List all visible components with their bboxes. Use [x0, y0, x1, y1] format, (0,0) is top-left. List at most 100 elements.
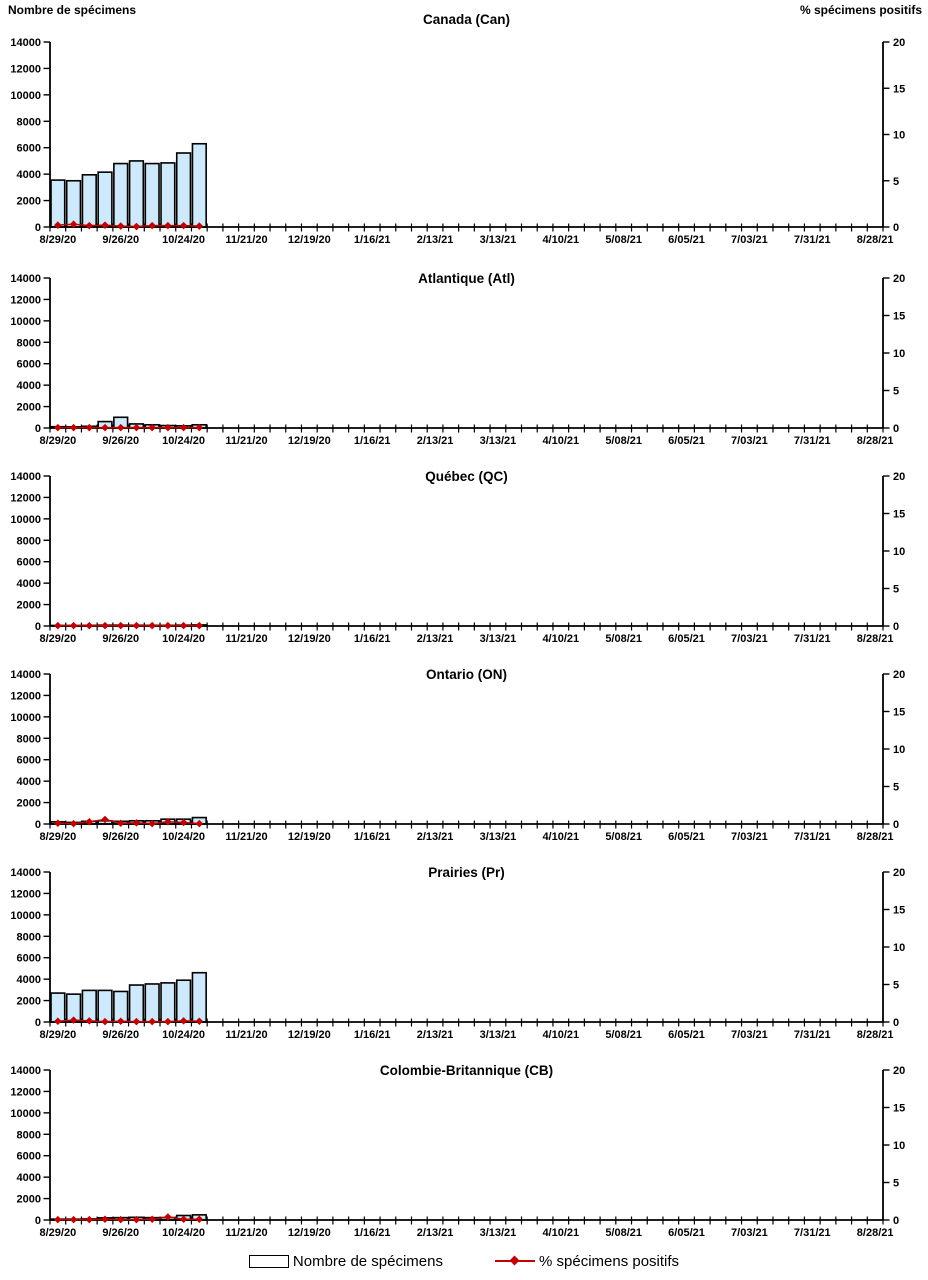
svg-text:8/29/20: 8/29/20 — [40, 831, 77, 843]
svg-text:8/29/20: 8/29/20 — [40, 234, 77, 246]
svg-text:7/03/21: 7/03/21 — [731, 831, 768, 843]
specimen-bar — [65, 179, 82, 228]
y-axis-title-left: Nombre de spécimens — [8, 3, 137, 17]
svg-text:0: 0 — [35, 1017, 41, 1029]
svg-text:6000: 6000 — [17, 557, 41, 569]
svg-text:7/03/21: 7/03/21 — [731, 633, 768, 645]
svg-text:0: 0 — [35, 1215, 41, 1227]
percent-positive-marker-icon — [195, 1215, 204, 1224]
specimen-bar — [97, 171, 113, 228]
specimen-bar — [128, 160, 145, 228]
svg-text:10/24/20: 10/24/20 — [162, 1227, 205, 1239]
svg-text:2/13/21: 2/13/21 — [417, 1029, 454, 1041]
svg-text:8/28/21: 8/28/21 — [857, 435, 894, 447]
svg-text:9/26/20: 9/26/20 — [102, 234, 139, 246]
svg-text:11/21/20: 11/21/20 — [225, 435, 267, 447]
svg-text:7/03/21: 7/03/21 — [731, 1227, 768, 1239]
svg-text:14000: 14000 — [10, 1065, 41, 1077]
svg-text:Québec (QC): Québec (QC) — [425, 469, 508, 484]
specimen-bar — [144, 162, 160, 228]
svg-text:20: 20 — [893, 273, 905, 285]
svg-text:2/13/21: 2/13/21 — [417, 435, 454, 447]
svg-text:4/10/21: 4/10/21 — [542, 1029, 579, 1041]
svg-text:11/21/20: 11/21/20 — [225, 234, 267, 246]
svg-text:4000: 4000 — [17, 974, 41, 986]
percent-positive-marker-icon — [54, 423, 62, 432]
chart-colombie-britannique: Colombie-Britannique (CB) 0 2000 4000 6000 80… — [0, 1044, 928, 1242]
svg-text:Prairies (Pr): Prairies (Pr) — [428, 865, 505, 880]
percent-positive-marker-icon — [164, 621, 172, 630]
svg-text:2000: 2000 — [17, 798, 41, 810]
svg-text:3/13/21: 3/13/21 — [480, 831, 517, 843]
percent-positive-marker-icon — [179, 1017, 188, 1025]
svg-text:12000: 12000 — [10, 1086, 41, 1098]
svg-text:14000: 14000 — [10, 471, 41, 483]
percent-positive-marker-icon — [116, 222, 125, 230]
specimen-bar — [144, 983, 160, 1023]
percent-positive-marker-icon — [69, 819, 78, 828]
percent-positive-series — [54, 220, 204, 231]
svg-text:3/13/21: 3/13/21 — [480, 435, 517, 447]
svg-text:12000: 12000 — [10, 63, 41, 75]
svg-text:12/19/20: 12/19/20 — [288, 831, 331, 843]
percent-positive-marker-icon — [179, 621, 188, 630]
svg-text:4/10/21: 4/10/21 — [542, 435, 579, 447]
specimen-bar — [128, 984, 145, 1023]
specimen-bar — [175, 152, 192, 228]
chart-colombie-britannique-plot: Colombie-Britannique (CB) 0 2000 4000 6000 80… — [10, 1063, 905, 1239]
svg-text:0: 0 — [35, 222, 41, 234]
percent-positive-marker-icon — [69, 423, 78, 432]
svg-text:12000: 12000 — [10, 888, 41, 900]
svg-text:6/05/21: 6/05/21 — [668, 435, 705, 447]
percent-positive-marker-icon — [195, 222, 204, 230]
svg-text:10000: 10000 — [10, 514, 41, 526]
percent-positive-marker-icon — [148, 1215, 156, 1224]
percent-positive-marker-icon — [85, 1215, 94, 1224]
svg-text:4000: 4000 — [17, 1172, 41, 1184]
specimen-bar — [175, 979, 192, 1023]
y-axis-title-right: % spécimens positifs — [799, 3, 922, 17]
svg-text:20: 20 — [893, 669, 905, 681]
percent-positive-marker-icon — [179, 1215, 188, 1224]
y-axis-right: 0 5 10 15 20 — [882, 669, 905, 831]
svg-text:4000: 4000 — [17, 578, 41, 590]
svg-text:6000: 6000 — [17, 143, 41, 155]
chart-title: Québec (QC) — [425, 469, 508, 484]
y-axis-right: 0 5 10 15 20 — [882, 37, 905, 234]
svg-text:6000: 6000 — [17, 755, 41, 767]
svg-text:3/13/21: 3/13/21 — [480, 1029, 517, 1041]
x-axis: 8/29/20 9/26/20 10/24/20 11/21/20 12/19/20 1/… — [40, 424, 894, 447]
svg-text:8/28/21: 8/28/21 — [857, 831, 894, 843]
specimen-bars — [50, 971, 207, 1023]
svg-text:5/08/21: 5/08/21 — [605, 1227, 642, 1239]
svg-text:7/03/21: 7/03/21 — [731, 1029, 768, 1041]
chart-quebec: Québec (QC) 0 2000 4000 6000 8000 10000 12000 14… — [0, 450, 928, 648]
svg-text:5/08/21: 5/08/21 — [605, 633, 642, 645]
percent-positive-marker-icon — [85, 423, 94, 432]
svg-text:2000: 2000 — [17, 196, 41, 208]
percent-positive-marker-icon — [195, 423, 204, 432]
percent-positive-marker-icon — [101, 423, 109, 432]
svg-text:7/31/21: 7/31/21 — [794, 633, 831, 645]
svg-text:8/29/20: 8/29/20 — [40, 1227, 77, 1239]
percent-positive-marker-icon — [148, 621, 156, 630]
svg-text:9/26/20: 9/26/20 — [102, 1227, 139, 1239]
percent-positive-marker-icon — [164, 423, 172, 432]
svg-text:14000: 14000 — [10, 37, 41, 49]
specimen-bars — [50, 142, 207, 228]
svg-text:10: 10 — [893, 130, 905, 142]
svg-text:11/21/20: 11/21/20 — [225, 633, 267, 645]
chart-title: Colombie-Britannique (CB) — [380, 1063, 553, 1078]
x-axis: 8/29/20 9/26/20 10/24/20 11/21/20 12/19/20 1/… — [40, 1018, 893, 1041]
percent-positive-marker-icon — [85, 1017, 94, 1025]
svg-text:1/16/21: 1/16/21 — [354, 234, 391, 246]
chart-canada-plot: Canada (Can) 0 2000 4000 6000 8000 10000 12000 1… — [10, 12, 905, 246]
svg-text:6/05/21: 6/05/21 — [668, 1227, 705, 1239]
svg-text:2/13/21: 2/13/21 — [417, 831, 454, 843]
specimen-bar — [191, 142, 207, 228]
svg-text:5: 5 — [893, 176, 899, 188]
svg-text:2000: 2000 — [17, 996, 41, 1008]
svg-text:12/19/20: 12/19/20 — [288, 435, 331, 447]
svg-text:4/10/21: 4/10/21 — [542, 1227, 579, 1239]
